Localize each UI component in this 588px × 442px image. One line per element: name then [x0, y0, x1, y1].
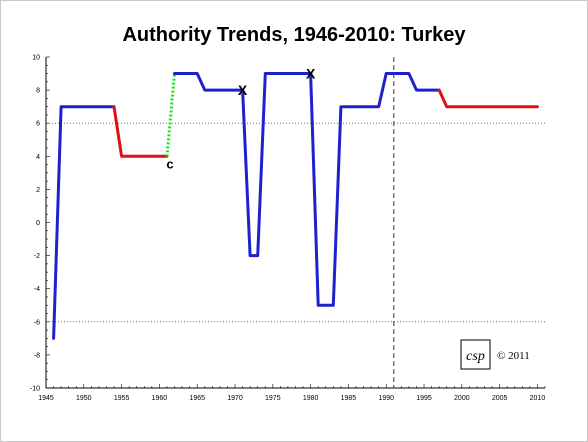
x-tick-label: 1950 — [76, 395, 92, 402]
copyright-text: © 2011 — [497, 350, 530, 362]
x-tick-label: 1980 — [303, 395, 319, 402]
x-tick-label: 1960 — [152, 395, 168, 402]
series-line-5 — [437, 88, 539, 109]
y-tick-label: -2 — [34, 253, 40, 260]
y-tick-label: -4 — [34, 286, 40, 293]
series-line-1 — [52, 105, 116, 340]
y-tick-label: 0 — [36, 220, 40, 227]
y-tick-label: 6 — [36, 121, 40, 128]
x-tick-label: 2010 — [530, 395, 546, 402]
series-line-2 — [112, 105, 169, 158]
series-line-3 — [165, 73, 176, 157]
x-tick-label: 1995 — [416, 395, 432, 402]
csp-logo-box — [460, 339, 491, 370]
y-tick-label: -10 — [30, 386, 40, 393]
x-tick-label: 1945 — [38, 395, 54, 402]
event-marker-x: X — [306, 66, 316, 82]
x-tick-label: 1985 — [341, 395, 357, 402]
x-tick-label: 2005 — [492, 395, 508, 402]
y-tick-label: 10 — [32, 55, 40, 62]
chart-title: Authority Trends, 1946-2010: Turkey — [122, 24, 466, 46]
event-marker-c: c — [166, 156, 173, 171]
x-tick-label: 1965 — [189, 395, 205, 402]
y-tick-label: 2 — [36, 187, 40, 194]
x-tick-label: 1990 — [378, 395, 394, 402]
x-tick-label: 2000 — [454, 395, 470, 402]
y-tick-label: -8 — [34, 352, 40, 359]
x-tick-label: 1955 — [114, 395, 130, 402]
y-tick-label: -6 — [34, 319, 40, 326]
event-marker-x: X — [238, 82, 248, 98]
x-tick-label: 1975 — [265, 395, 281, 402]
x-tick-label: 1970 — [227, 395, 243, 402]
csp-logo-text: csp — [466, 349, 485, 364]
series-line-4 — [173, 72, 441, 307]
y-tick-label: 8 — [36, 88, 40, 95]
y-tick-label: 4 — [36, 154, 40, 161]
